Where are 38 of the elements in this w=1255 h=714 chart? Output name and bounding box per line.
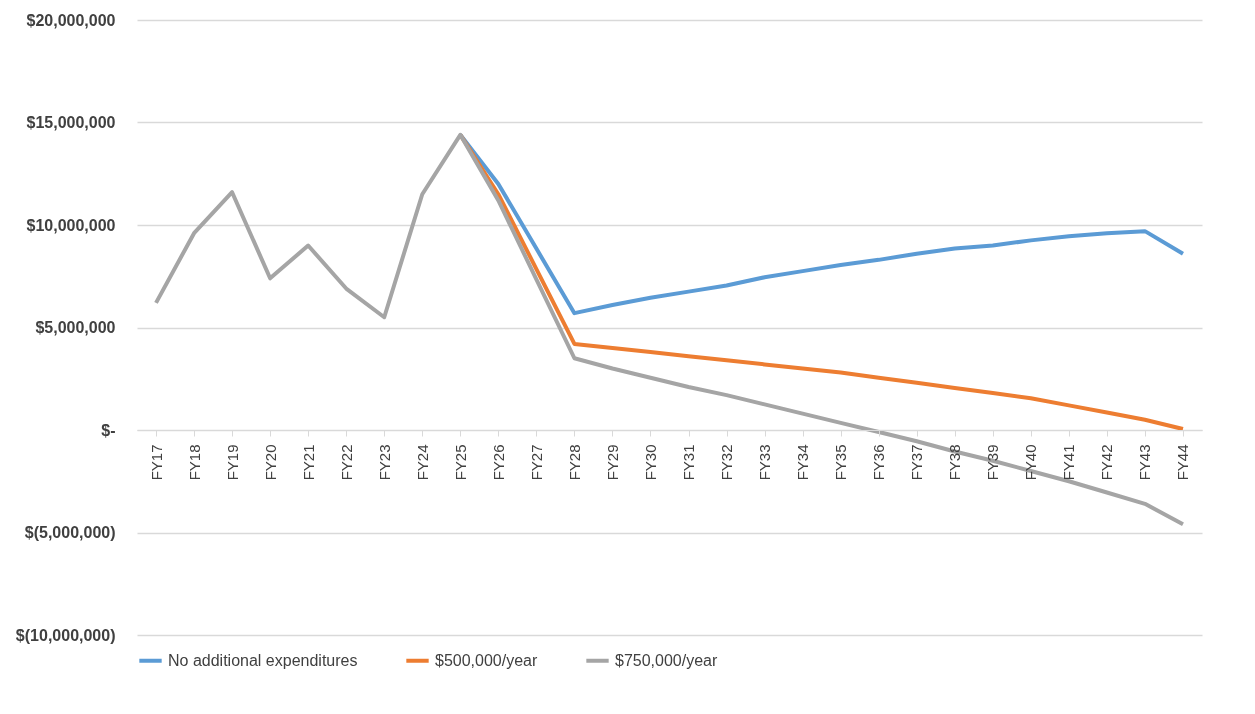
x-tick-label: FY19 [223,444,241,481]
x-tick-label: FY27 [527,444,545,481]
x-tick-label: FY42 [1098,444,1116,481]
legend-label: $750,000/year [615,651,718,669]
x-tick-label: FY34 [794,444,812,481]
y-tick-label: $20,000,000 [26,11,116,29]
x-tick-label: FY35 [832,444,850,481]
x-tick-label: FY26 [489,444,507,481]
y-tick-label: $5,000,000 [35,319,116,336]
x-tick-label: FY18 [185,444,203,481]
x-tick-label: FY29 [603,444,621,481]
x-tick-label: FY30 [641,444,659,481]
x-tick-label: FY31 [680,444,698,481]
x-tick-label: FY21 [299,444,317,481]
x-tick-label: FY43 [1136,444,1154,481]
x-tick-label: FY39 [984,444,1002,481]
x-tick-label: FY41 [1060,444,1078,481]
x-tick-label: FY38 [946,444,964,481]
y-tick-label: $- [101,421,116,439]
y-tick-label: $15,000,000 [26,114,116,131]
x-tick-label: FY20 [261,444,279,481]
x-tick-label: FY28 [565,444,583,481]
x-tick-label: FY25 [451,444,469,481]
x-tick-label: FY17 [147,444,165,481]
x-tick-label: FY44 [1174,444,1192,481]
x-tick-label: FY36 [870,444,888,481]
x-tick-label: FY23 [375,444,393,481]
x-tick-label: FY33 [756,444,774,481]
y-tick-label: $(10,000,000) [15,626,116,644]
x-tick-label: FY40 [1022,444,1040,481]
legend-label: $500,000/year [435,651,538,669]
x-tick-label: FY24 [413,444,431,481]
x-tick-label: FY32 [718,444,736,481]
y-tick-label: $(5,000,000) [24,524,116,541]
y-tick-label: $10,000,000 [26,216,116,234]
legend-label: No additional expenditures [168,651,358,669]
x-tick-label: FY22 [337,444,355,481]
x-tick-label: FY37 [908,444,926,481]
